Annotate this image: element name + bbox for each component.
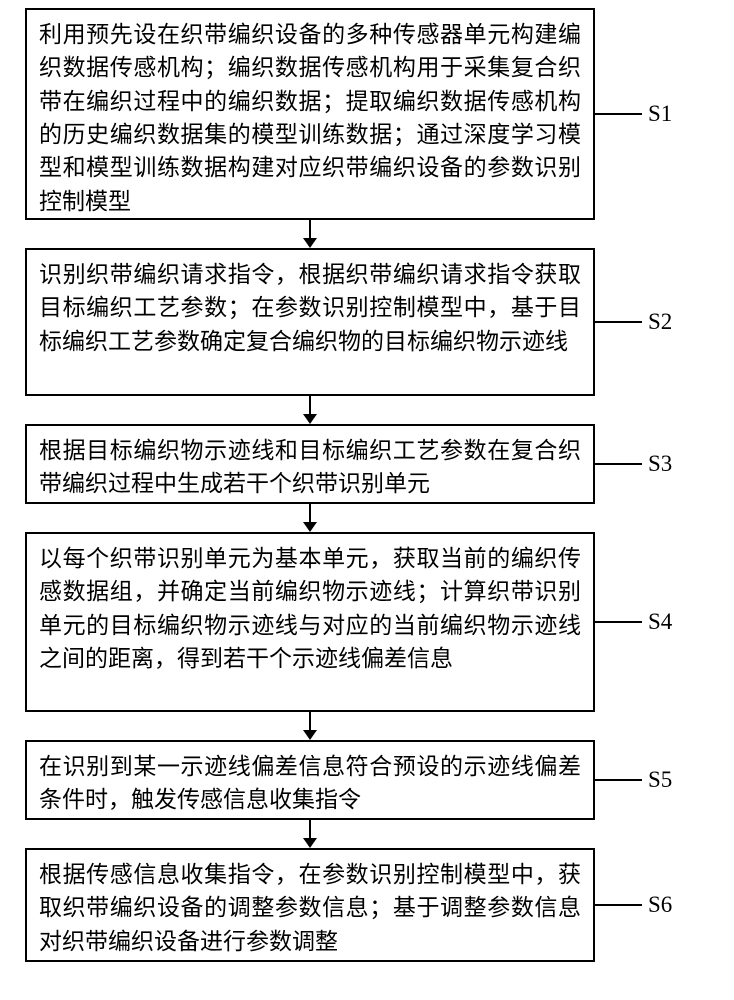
arrow-head-icon <box>303 730 317 740</box>
step-box-s5: 在识别到某一示迹线偏差信息符合预设的示迹线偏差条件时，触发传感信息收集指令 <box>25 740 595 820</box>
connector-line-s5 <box>595 779 642 781</box>
arrow-line-s3-to-s4 <box>309 504 311 522</box>
connector-line-s6 <box>595 904 642 906</box>
step-box-s3: 根据目标编织物示迹线和目标编织工艺参数在复合织带编织过程中生成若干个织带识别单元 <box>25 424 595 504</box>
step-label-s3: S3 <box>648 451 672 477</box>
arrow-line-s2-to-s3 <box>309 396 311 414</box>
connector-line-s1 <box>595 113 642 115</box>
arrow-line-s4-to-s5 <box>309 712 311 730</box>
step-box-s2: 识别织带编织请求指令，根据织带编织请求指令获取目标编织工艺参数；在参数识别控制模… <box>25 248 595 396</box>
step-label-s4: S4 <box>648 609 672 635</box>
connector-line-s4 <box>595 621 642 623</box>
flowchart-diagram: 利用预先设在织带编织设备的多种传感器单元构建编织数据传感机构；编织数据传感机构用… <box>0 0 734 1000</box>
arrow-head-icon <box>303 238 317 248</box>
step-box-s1: 利用预先设在织带编织设备的多种传感器单元构建编织数据传感机构；编织数据传感机构用… <box>25 8 595 220</box>
arrow-head-icon <box>303 414 317 424</box>
arrow-line-s1-to-s2 <box>309 220 311 238</box>
step-box-s4: 以每个织带识别单元为基本单元，获取当前的编织传感数据组，并确定当前编织物示迹线；… <box>25 532 595 712</box>
connector-line-s3 <box>595 463 642 465</box>
step-label-s1: S1 <box>648 101 672 127</box>
step-box-s6: 根据传感信息收集指令，在参数识别控制模型中，获取织带编织设备的调整参数信息；基于… <box>25 848 595 962</box>
arrow-head-icon <box>303 522 317 532</box>
step-label-s2: S2 <box>648 309 672 335</box>
step-label-s6: S6 <box>648 892 672 918</box>
connector-line-s2 <box>595 321 642 323</box>
arrow-head-icon <box>303 838 317 848</box>
step-label-s5: S5 <box>648 767 672 793</box>
arrow-line-s5-to-s6 <box>309 820 311 838</box>
